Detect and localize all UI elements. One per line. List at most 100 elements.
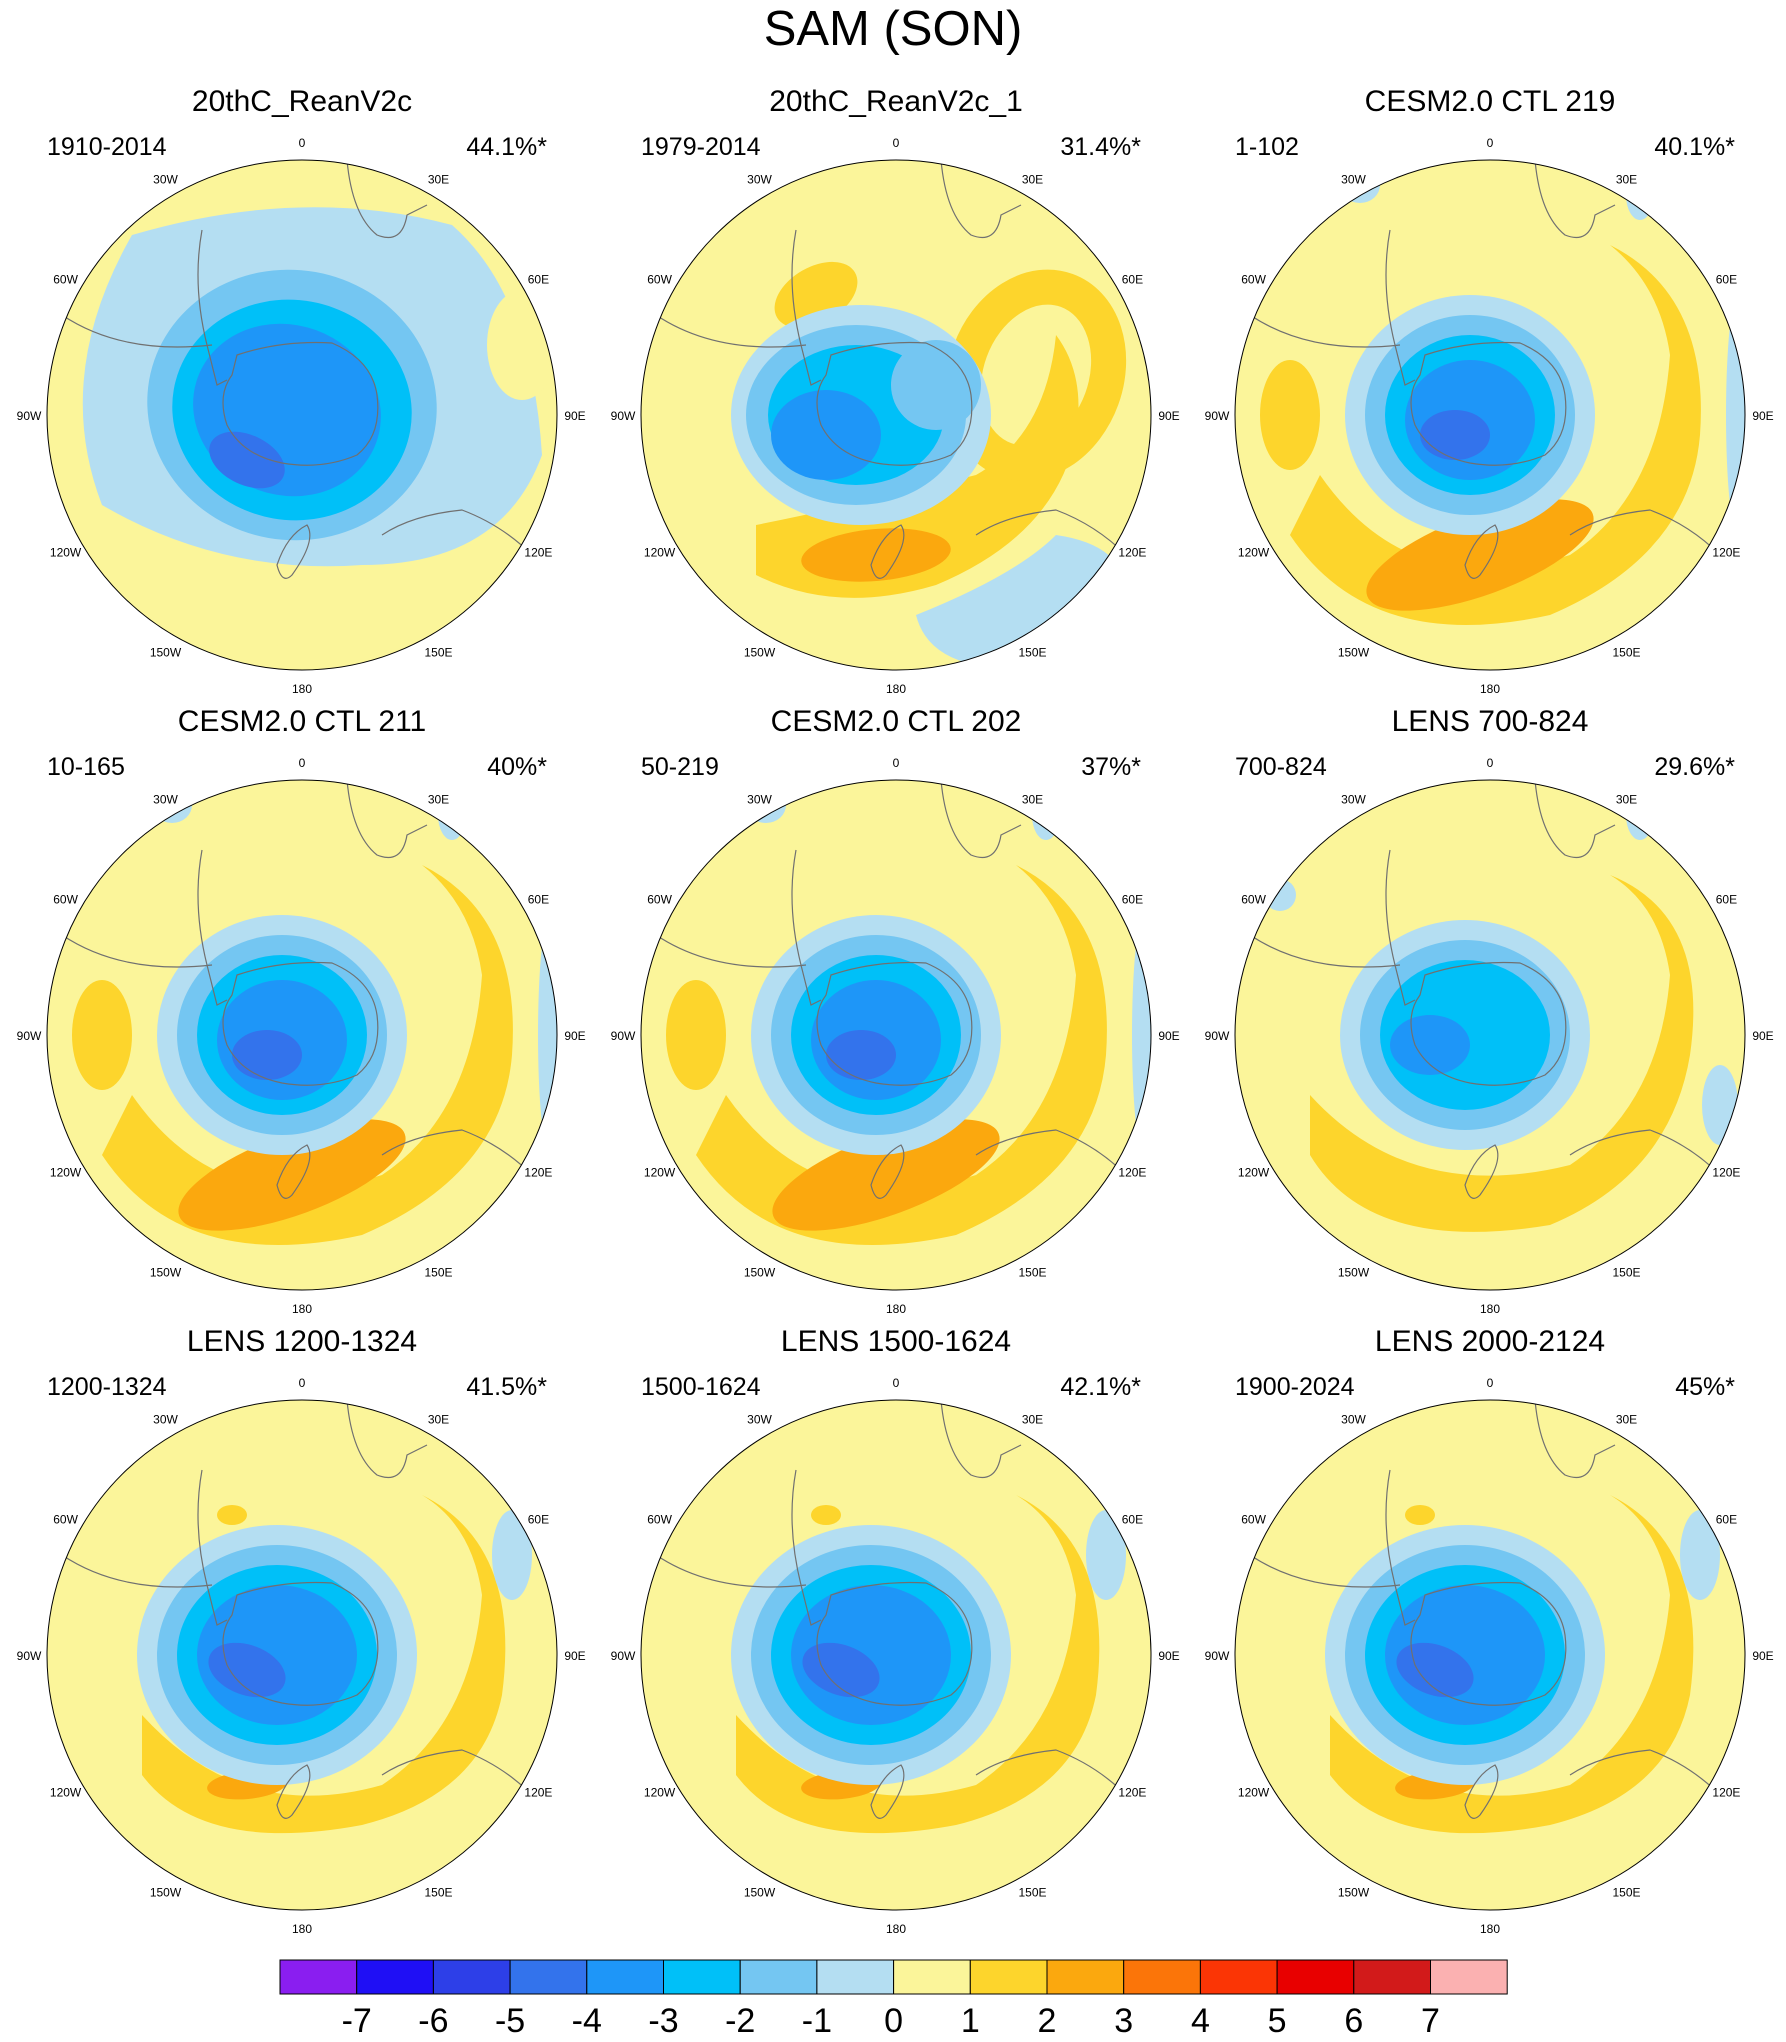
longitude-label: 120W [50, 1166, 82, 1180]
longitude-label: 120E [1118, 1786, 1146, 1800]
longitude-label: 150E [424, 645, 452, 659]
longitude-label: 60W [647, 273, 672, 287]
panel-title: LENS 700-824 [1392, 705, 1589, 738]
colorbar-tick-label: 6 [1344, 2002, 1363, 2040]
panel-variance: 29.6%* [1654, 753, 1735, 781]
longitude-label: 120E [1118, 1166, 1146, 1180]
map-border [1234, 1399, 1746, 1911]
longitude-label: 150E [1612, 645, 1640, 659]
longitude-label: 90E [564, 409, 585, 423]
longitude-label: 90W [17, 1649, 42, 1663]
colorbar-swatch [816, 1959, 895, 1995]
panel-variance: 44.1%* [466, 133, 547, 161]
longitude-label: 0 [1487, 1376, 1494, 1390]
longitude-label: 60W [53, 1513, 78, 1527]
longitude-label: 30E [1616, 173, 1637, 187]
colorbar-swatch [509, 1959, 588, 1995]
map-border [46, 1399, 558, 1911]
longitude-label: 0 [299, 136, 306, 150]
panel-map: CESM2.0 CTL 219 1-102 40.1%* 0 30E 60E 90E 120E… [1205, 85, 1774, 696]
longitude-label: 0 [299, 756, 306, 770]
coastlines [61, 160, 533, 579]
colorbar-swatch [586, 1959, 664, 1995]
longitude-label: 90W [1205, 1649, 1230, 1663]
anomaly-field [47, 160, 557, 670]
longitude-label: 30E [1616, 793, 1637, 807]
panel-title: LENS 1200-1324 [187, 1325, 417, 1358]
longitude-label: 90W [1205, 409, 1230, 423]
colorbar-tick-label: -3 [648, 2002, 678, 2040]
longitude-label: 150E [424, 1885, 452, 1899]
longitude-label: 0 [299, 1376, 306, 1390]
longitude-label: 120E [524, 546, 552, 560]
anomaly-field [641, 780, 1151, 1290]
colorbar-tick-label: -2 [725, 2002, 755, 2040]
coastlines [655, 160, 1127, 579]
panel-period: 1200-1324 [47, 1373, 167, 1401]
panel-title: 20thC_ReanV2c_1 [769, 85, 1023, 118]
longitude-label: 120E [524, 1786, 552, 1800]
colorbar-tick-label: 1 [961, 2002, 980, 2040]
longitude-label: 120W [50, 1786, 82, 1800]
panel-period: 1979-2014 [641, 133, 761, 161]
longitude-label: 60W [647, 1513, 672, 1527]
colorbar-swatch [1276, 1959, 1355, 1995]
longitude-label: 150W [1338, 1885, 1370, 1899]
longitude-label: 30E [1022, 1413, 1043, 1427]
longitude-label: 0 [1487, 136, 1494, 150]
longitude-label: 30E [428, 173, 449, 187]
colorbar-swatch [1123, 1959, 1201, 1995]
longitude-label: 120W [1238, 546, 1270, 560]
panel-variance: 31.4%* [1060, 133, 1141, 161]
coastlines [1249, 780, 1721, 1199]
panel-period: 700-824 [1235, 753, 1327, 781]
colorbar-swatch [663, 1959, 741, 1995]
panel-title: LENS 2000-2124 [1375, 1325, 1605, 1358]
longitude-label: 120E [1712, 1166, 1740, 1180]
panel-variance: 40.1%* [1654, 133, 1735, 161]
longitude-label: 180 [886, 682, 906, 696]
longitude-label: 30W [1341, 793, 1366, 807]
longitude-label: 90E [1158, 1649, 1179, 1663]
longitude-label: 120W [644, 1786, 676, 1800]
longitude-label: 90W [1205, 1029, 1230, 1043]
coastlines [655, 780, 1127, 1199]
longitude-label: 150W [744, 645, 776, 659]
longitude-label: 30W [1341, 1413, 1366, 1427]
colorbar-swatch [1199, 1959, 1278, 1995]
longitude-label: 150E [1612, 1265, 1640, 1279]
colorbar-swatch [1046, 1959, 1125, 1995]
longitude-label: 30W [153, 1413, 178, 1427]
longitude-label: 60W [1241, 1513, 1266, 1527]
coastlines [655, 1400, 1127, 1819]
longitude-label: 150W [744, 1265, 776, 1279]
map-border [1234, 779, 1746, 1291]
longitude-label: 150E [424, 1265, 452, 1279]
map-border [640, 159, 1152, 671]
longitude-label: 30E [1616, 1413, 1637, 1427]
coastlines [61, 1400, 533, 1819]
longitude-label: 150W [1338, 1265, 1370, 1279]
colorbar-tick-label: -5 [495, 2002, 525, 2040]
colorbar-tick-label: 3 [1114, 2002, 1133, 2040]
longitude-label: 0 [1487, 756, 1494, 770]
anomaly-field [1235, 780, 1745, 1290]
panel-map: LENS 1500-1624 1500-1624 42.1%* 0 30E 60E 90E 1… [611, 1325, 1180, 1936]
panel-map: LENS 1200-1324 1200-1324 41.5%* 0 30E 60E 90E 1… [17, 1325, 586, 1936]
longitude-label: 120E [524, 1166, 552, 1180]
longitude-label: 0 [893, 1376, 900, 1390]
longitude-label: 150E [1018, 1885, 1046, 1899]
colorbar-tick-label: 7 [1421, 2002, 1440, 2040]
longitude-label: 120W [644, 1166, 676, 1180]
longitude-label: 90E [1752, 409, 1773, 423]
colorbar-swatch [279, 1959, 358, 1995]
longitude-label: 180 [886, 1302, 906, 1316]
panel-map: LENS 700-824 700-824 29.6%* 0 30E 60E 90E 120E 1… [1205, 705, 1774, 1316]
longitude-label: 120W [1238, 1166, 1270, 1180]
anomaly-field [1235, 1400, 1745, 1910]
longitude-label: 150E [1018, 645, 1046, 659]
longitude-label: 90E [1752, 1029, 1773, 1043]
coastlines [61, 780, 533, 1199]
longitude-label: 150W [150, 1885, 182, 1899]
